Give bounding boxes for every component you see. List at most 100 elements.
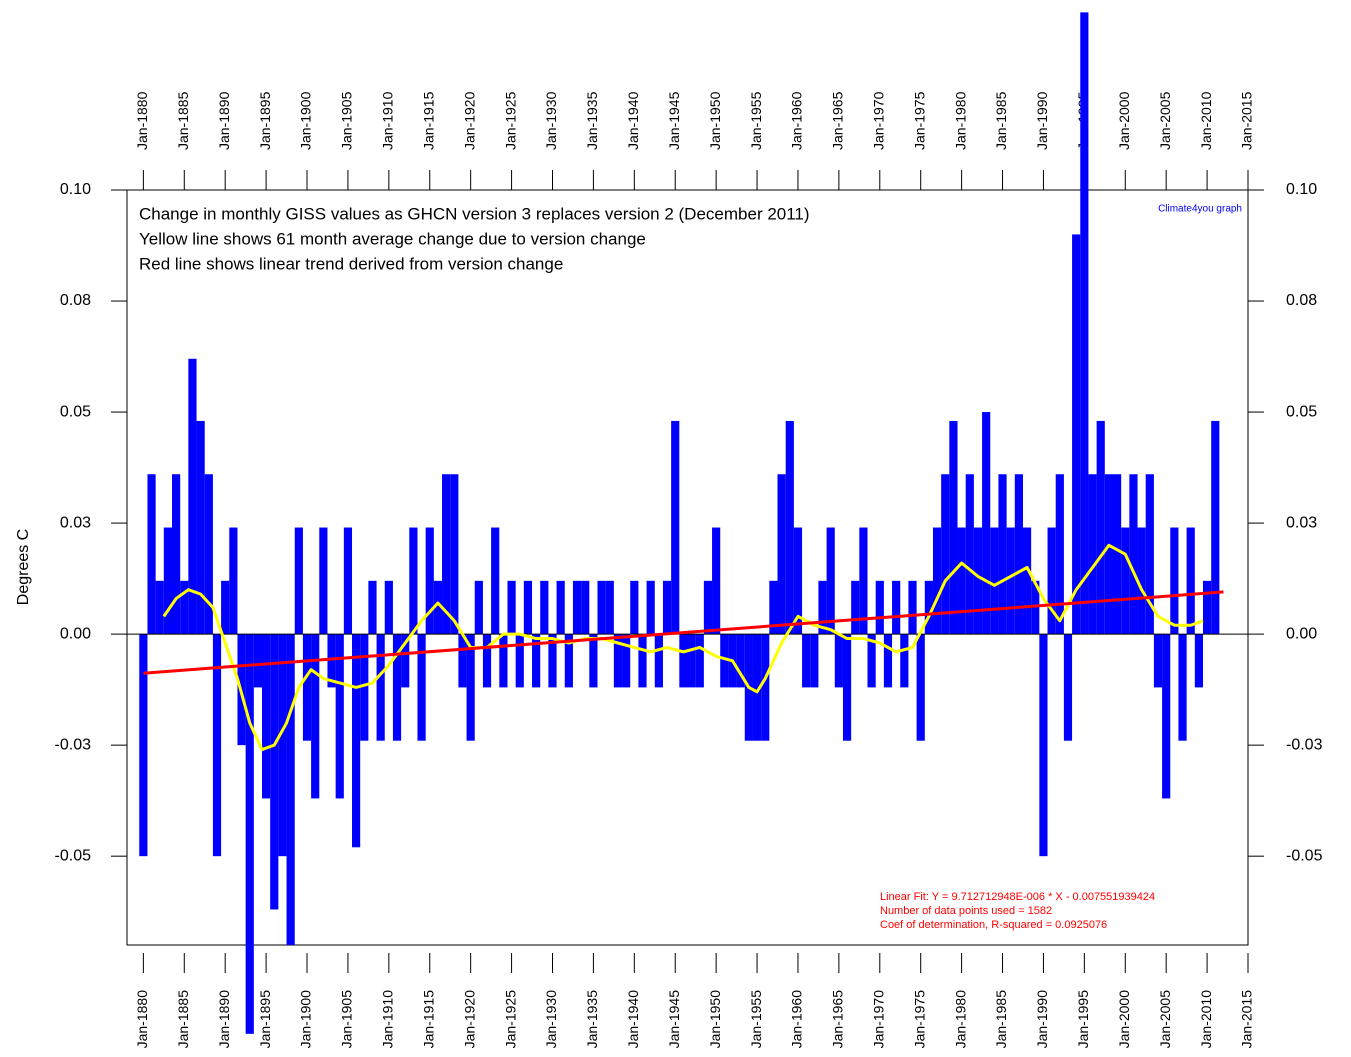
fit-text: Number of data points used = 1582 xyxy=(880,905,1052,917)
x-top-tick-label: Jan-1895 xyxy=(257,91,273,150)
bar xyxy=(990,527,999,635)
bar xyxy=(1137,527,1146,635)
x-tick-label: Jan-1955 xyxy=(748,990,764,1049)
bar xyxy=(630,580,639,635)
bar xyxy=(352,634,361,848)
x-tick-label: Jan-2010 xyxy=(1198,990,1214,1049)
bar xyxy=(941,474,950,635)
annotation: Red line shows linear trend derived from… xyxy=(139,254,563,273)
x-top-tick-label: Jan-2005 xyxy=(1157,91,1173,150)
x-top-tick-label: Jan-1975 xyxy=(911,91,927,150)
bar xyxy=(654,634,663,688)
x-tick-label: Jan-1945 xyxy=(666,990,682,1049)
bar xyxy=(769,580,778,635)
bar xyxy=(327,634,336,688)
bar xyxy=(712,527,721,635)
bar xyxy=(646,580,655,635)
bar xyxy=(458,634,467,688)
bar xyxy=(932,527,942,635)
x-tick-label: Jan-1890 xyxy=(216,990,232,1049)
x-tick-label: Jan-1990 xyxy=(1034,990,1050,1049)
y-tick-label: 0.05 xyxy=(60,403,91,420)
bar xyxy=(842,634,852,741)
x-top-tick-label: Jan-1920 xyxy=(461,91,477,150)
bar xyxy=(908,580,917,635)
bar xyxy=(900,634,909,688)
bar xyxy=(818,580,827,635)
bar xyxy=(883,634,893,688)
x-top-tick-label: Jan-2010 xyxy=(1198,91,1214,150)
bar xyxy=(924,580,933,635)
bar xyxy=(622,634,631,688)
x-top-tick-label: Jan-1940 xyxy=(625,91,641,150)
bar xyxy=(973,527,983,635)
x-top-tick-label: Jan-1915 xyxy=(420,91,436,150)
y2-tick-label: -0.03 xyxy=(1286,736,1323,753)
x-top-tick-label: Jan-1905 xyxy=(339,91,355,150)
bar xyxy=(720,634,729,688)
bar xyxy=(1211,420,1220,635)
bar xyxy=(155,580,164,635)
bar xyxy=(1145,474,1154,635)
bar xyxy=(982,412,991,635)
bar xyxy=(679,634,688,688)
bar xyxy=(1080,12,1089,635)
bar xyxy=(376,634,385,741)
line xyxy=(162,543,1204,752)
x-tick-label: Jan-1965 xyxy=(830,990,846,1049)
bar xyxy=(319,527,328,635)
y2-tick-label: 0.08 xyxy=(1286,292,1317,309)
credit: Climate4you graph xyxy=(1158,204,1242,215)
bar xyxy=(294,527,303,635)
x-tick-label: Jan-1980 xyxy=(952,990,968,1049)
bar xyxy=(1055,474,1064,635)
x-top-tick-label: Jan-1900 xyxy=(298,91,314,150)
bar xyxy=(1202,580,1212,635)
x-top-tick-label: Jan-1935 xyxy=(584,91,600,150)
x-top-tick-label: Jan-1955 xyxy=(748,91,764,150)
bar xyxy=(245,634,254,1034)
y2-tick-label: 0.05 xyxy=(1286,403,1317,420)
bar xyxy=(302,634,312,741)
x-top-tick-label: Jan-1910 xyxy=(380,91,396,150)
bar xyxy=(965,474,974,635)
y-tick-label: 0.10 xyxy=(60,181,91,198)
bar xyxy=(212,634,222,857)
x-tick-label: Jan-1905 xyxy=(339,990,355,1049)
x-top-tick-label: Jan-1970 xyxy=(870,91,886,150)
bar xyxy=(163,527,173,635)
bar xyxy=(687,634,696,688)
y2-tick-label: 0.00 xyxy=(1286,625,1317,642)
y-tick-label: -0.03 xyxy=(55,736,92,753)
bar xyxy=(826,527,835,635)
bar xyxy=(1022,527,1032,635)
bar xyxy=(196,420,205,635)
bar xyxy=(851,580,860,635)
x-tick-label: Jan-1950 xyxy=(707,990,723,1049)
bar xyxy=(1072,234,1081,635)
bar xyxy=(695,634,704,688)
bar xyxy=(572,580,582,635)
fit-text: Coef of determination, R-squared = 0.092… xyxy=(880,919,1107,931)
bar xyxy=(892,580,901,635)
x-tick-label: Jan-1880 xyxy=(134,990,150,1049)
bar xyxy=(1096,420,1105,635)
bar xyxy=(859,527,868,635)
x-top-tick-label: Jan-1950 xyxy=(707,91,723,150)
x-tick-label: Jan-1895 xyxy=(257,990,273,1049)
bar xyxy=(499,634,508,688)
bar xyxy=(581,580,590,635)
bar xyxy=(1170,527,1179,635)
bar xyxy=(785,420,794,635)
x-top-tick-label: Jan-1965 xyxy=(830,91,846,150)
x-tick-label: Jan-1995 xyxy=(1075,990,1091,1049)
bar xyxy=(450,474,459,635)
bar xyxy=(1162,634,1171,799)
bar xyxy=(221,580,230,635)
x-tick-label: Jan-1900 xyxy=(298,990,314,1049)
bar xyxy=(1088,474,1097,635)
bar xyxy=(433,580,443,635)
bar xyxy=(286,634,295,945)
bar xyxy=(662,580,672,635)
